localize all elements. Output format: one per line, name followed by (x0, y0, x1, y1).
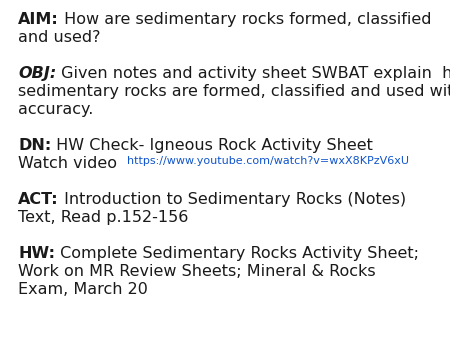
Text: How are sedimentary rocks formed, classified: How are sedimentary rocks formed, classi… (59, 12, 431, 27)
Text: OBJ:: OBJ: (18, 66, 56, 81)
Text: sedimentary rocks are formed, classified and used with 70%: sedimentary rocks are formed, classified… (18, 84, 450, 99)
Text: DN:: DN: (18, 138, 51, 153)
Text: Introduction to Sedimentary Rocks (Notes): Introduction to Sedimentary Rocks (Notes… (58, 192, 406, 207)
Text: AIM:: AIM: (18, 12, 59, 27)
Text: HW Check- Igneous Rock Activity Sheet: HW Check- Igneous Rock Activity Sheet (51, 138, 373, 153)
Text: Watch video: Watch video (18, 156, 127, 171)
Text: Work on MR Review Sheets; Mineral & Rocks: Work on MR Review Sheets; Mineral & Rock… (18, 264, 376, 279)
Text: accuracy.: accuracy. (18, 102, 94, 117)
Text: HW:: HW: (18, 246, 55, 261)
Text: https://www.youtube.com/watch?v=wxX8KPzV6xU: https://www.youtube.com/watch?v=wxX8KPzV… (127, 156, 409, 166)
Text: Complete Sedimentary Rocks Activity Sheet;: Complete Sedimentary Rocks Activity Shee… (55, 246, 419, 261)
Text: Given notes and activity sheet SWBAT explain  how: Given notes and activity sheet SWBAT exp… (56, 66, 450, 81)
Text: ACT:: ACT: (18, 192, 58, 207)
Text: Exam, March 20: Exam, March 20 (18, 282, 148, 297)
Text: Text, Read p.152-156: Text, Read p.152-156 (18, 210, 189, 225)
Text: and used?: and used? (18, 30, 100, 45)
